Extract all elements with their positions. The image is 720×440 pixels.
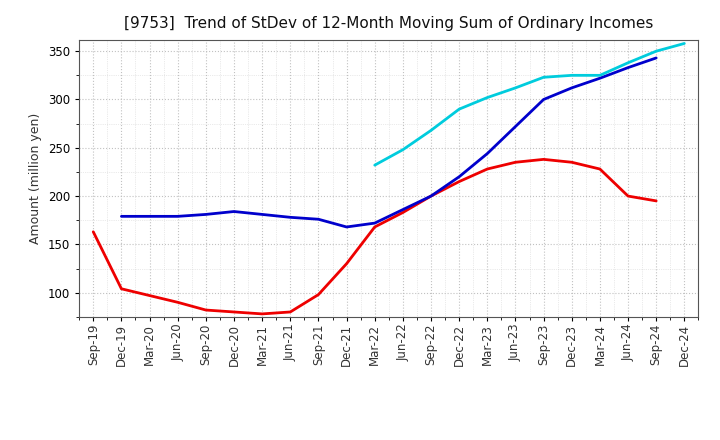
5 Years [427, 194, 436, 199]
3 Years [511, 160, 520, 165]
5 Years [511, 124, 520, 129]
7 Years [680, 41, 688, 46]
Line: 5 Years: 5 Years [122, 58, 656, 227]
7 Years [370, 162, 379, 168]
3 Years [399, 210, 408, 215]
7 Years [399, 147, 408, 152]
Line: 7 Years: 7 Years [374, 44, 684, 165]
5 Years [230, 209, 238, 214]
3 Years [145, 293, 154, 298]
5 Years [286, 215, 294, 220]
5 Years [174, 214, 182, 219]
3 Years [286, 309, 294, 315]
5 Years [539, 97, 548, 102]
7 Years [595, 73, 604, 78]
3 Years [117, 286, 126, 291]
5 Years [342, 224, 351, 230]
7 Years [624, 60, 632, 66]
7 Years [652, 48, 660, 54]
5 Years [314, 216, 323, 222]
7 Years [511, 85, 520, 91]
3 Years [202, 308, 210, 313]
3 Years [342, 261, 351, 266]
3 Years [370, 224, 379, 230]
3 Years [314, 292, 323, 297]
3 Years [483, 166, 492, 172]
5 Years [567, 85, 576, 91]
3 Years [624, 194, 632, 199]
Y-axis label: Amount (million yen): Amount (million yen) [30, 113, 42, 244]
5 Years [117, 214, 126, 219]
7 Years [483, 95, 492, 100]
5 Years [370, 220, 379, 226]
3 Years [652, 198, 660, 204]
3 Years [427, 194, 436, 199]
7 Years [427, 128, 436, 133]
5 Years [483, 151, 492, 156]
3 Years [89, 229, 98, 235]
5 Years [652, 55, 660, 61]
3 Years [539, 157, 548, 162]
5 Years [399, 207, 408, 212]
5 Years [624, 65, 632, 70]
7 Years [455, 106, 464, 112]
Title: [9753]  Trend of StDev of 12-Month Moving Sum of Ordinary Incomes: [9753] Trend of StDev of 12-Month Moving… [124, 16, 654, 32]
Line: 3 Years: 3 Years [94, 159, 656, 314]
3 Years [567, 160, 576, 165]
5 Years [455, 174, 464, 180]
3 Years [174, 300, 182, 305]
5 Years [145, 214, 154, 219]
5 Years [202, 212, 210, 217]
7 Years [539, 75, 548, 80]
5 Years [595, 76, 604, 81]
3 Years [595, 166, 604, 172]
7 Years [567, 73, 576, 78]
3 Years [230, 309, 238, 315]
3 Years [258, 311, 266, 316]
3 Years [455, 179, 464, 184]
5 Years [258, 212, 266, 217]
